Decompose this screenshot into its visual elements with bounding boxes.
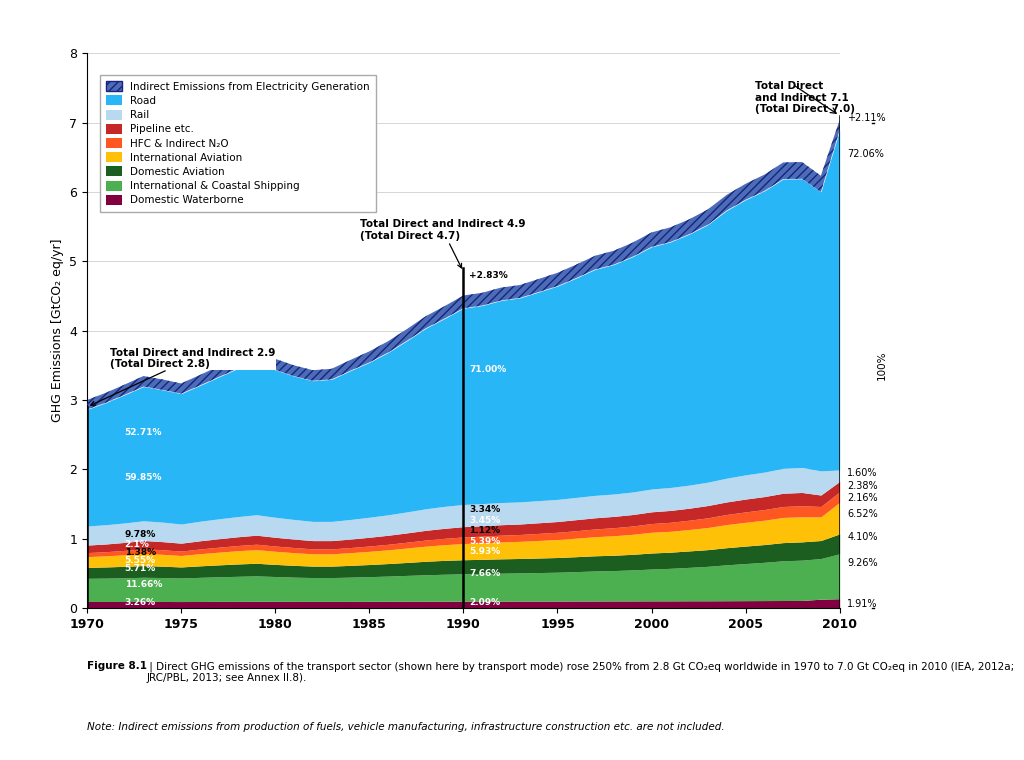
Text: 3.26%: 3.26% [125, 598, 156, 607]
Text: 9.26%: 9.26% [847, 558, 878, 568]
Text: 7.66%: 7.66% [469, 569, 501, 578]
Text: 3.34%: 3.34% [469, 505, 501, 515]
Text: 6.52%: 6.52% [847, 509, 878, 519]
Text: 2.38%: 2.38% [847, 481, 878, 491]
Legend: Indirect Emissions from Electricity Generation, Road, Rail, Pipeline etc., HFC &: Indirect Emissions from Electricity Gene… [99, 75, 376, 211]
Text: Note: Indirect emissions from production of fuels, vehicle manufacturing, infras: Note: Indirect emissions from production… [87, 722, 725, 732]
Text: 1.91%: 1.91% [847, 599, 878, 609]
Text: 100%: 100% [877, 350, 887, 380]
Text: 2.16%: 2.16% [847, 493, 878, 503]
Text: 5.93%: 5.93% [469, 547, 501, 556]
Text: Total Direct and Indirect 4.9
(Total Direct 4.7): Total Direct and Indirect 4.9 (Total Dir… [359, 219, 525, 268]
Text: | Direct GHG emissions of the transport sector (shown here by transport mode) ro: | Direct GHG emissions of the transport … [146, 661, 1015, 683]
Text: 5.71%: 5.71% [125, 564, 156, 572]
Text: 5.55%: 5.55% [125, 556, 156, 565]
Text: 1.12%: 1.12% [469, 526, 500, 535]
Text: 9.78%: 9.78% [125, 530, 156, 540]
Text: 3.45%: 3.45% [469, 516, 501, 524]
Text: 52.71%: 52.71% [125, 428, 162, 437]
Text: 11.66%: 11.66% [125, 580, 162, 589]
Text: 72.06%: 72.06% [847, 149, 884, 159]
Text: 2.1%: 2.1% [125, 540, 150, 549]
Y-axis label: GHG Emissions [GtCO₂ eq/yr]: GHG Emissions [GtCO₂ eq/yr] [51, 239, 63, 423]
Text: Total Direct
and Indirect 7.1
(Total Direct 7.0): Total Direct and Indirect 7.1 (Total Dir… [755, 81, 855, 114]
Text: 4.10%: 4.10% [847, 532, 878, 543]
Text: 1.38%: 1.38% [125, 548, 156, 557]
Text: +2.83%: +2.83% [469, 271, 508, 280]
Text: 71.00%: 71.00% [469, 366, 506, 374]
Text: 1.60%: 1.60% [847, 467, 878, 478]
Text: Total Direct and Indirect 2.9
(Total Direct 2.8): Total Direct and Indirect 2.9 (Total Dir… [91, 347, 275, 405]
Text: 59.85%: 59.85% [125, 473, 162, 482]
Text: 2.09%: 2.09% [469, 597, 500, 606]
Text: Figure 8.1: Figure 8.1 [87, 661, 147, 671]
Text: +2.11%: +2.11% [847, 113, 886, 123]
Text: 5.39%: 5.39% [469, 537, 501, 546]
